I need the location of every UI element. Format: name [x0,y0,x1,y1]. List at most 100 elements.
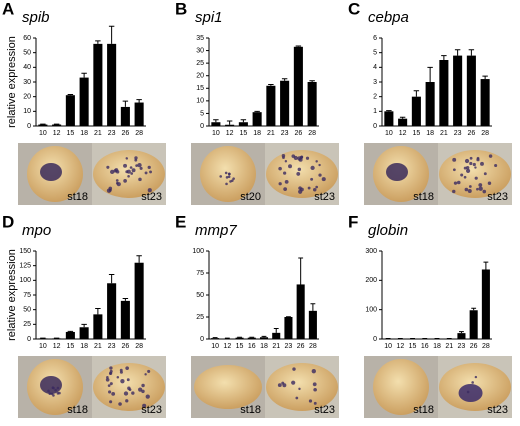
error-bar [459,331,464,334]
stain-dot [105,377,110,382]
y-tick-label: 30 [23,79,31,86]
stain-dot [114,168,119,172]
x-tick-label: 21 [272,343,280,350]
error-bar [413,90,420,97]
stain-dot [138,177,142,182]
stain-dot [123,179,127,183]
stain-dot [107,384,111,387]
stain-dot [488,154,493,158]
stain-dot [315,160,318,163]
stain-dot [109,369,113,373]
stain-dot [305,156,310,160]
stain-dot [111,391,116,396]
stain-dot [476,158,480,162]
y-tick-label: 300 [365,248,377,255]
stage-label: st23 [314,404,335,416]
stain-dot [51,386,55,389]
stain-dot [109,372,112,375]
y-tick-label: 25 [196,60,204,67]
stain-dot [131,168,136,173]
stain-dot [137,162,142,168]
x-tick-label: 12 [223,343,231,350]
stain-dot [312,382,317,387]
x-tick-label: 23 [285,343,293,350]
error-bar [108,25,115,44]
stain-dot [494,163,498,168]
panel-letter: A [2,0,14,18]
stain-dot [127,386,131,390]
stain-dot [141,383,145,388]
x-tick-label: 12 [399,130,407,137]
stain-dot [144,373,147,376]
stain-dot [228,172,231,176]
y-tick-label: 25 [196,314,204,321]
stain-dot [284,179,289,184]
stain-dot [465,165,470,170]
stain-dot [125,157,129,160]
x-tick-label: 28 [482,343,490,350]
gene-title: spib [22,9,50,26]
bar [481,269,490,339]
y-tick-label: 75 [23,292,31,299]
stain-dot [52,394,55,397]
stain-dot [283,171,287,175]
stain-dot [297,167,302,172]
stain-dot [311,369,316,374]
y-tick-label: 40 [23,64,31,71]
y-tick-label: 50 [196,292,204,299]
stain [40,163,62,181]
stage-label: st18 [67,404,88,416]
stage-label: st23 [141,191,162,203]
stain-dot [225,182,228,186]
stain-dot [292,367,296,371]
error-bar [268,84,274,86]
x-tick-label: 18 [253,130,261,137]
stain-dot [318,173,322,177]
stain-dot [147,165,151,169]
error-bar [108,273,115,284]
error-bar [399,116,406,119]
stain-dot [130,172,134,175]
x-tick-label: 10 [211,343,219,350]
y-tick-label: 0 [200,123,204,130]
error-bar [213,119,219,123]
x-tick-label: 21 [94,130,102,137]
bar [307,82,317,126]
stain-dot [227,175,231,178]
stain-dot [310,177,314,181]
stain-dot [278,182,282,186]
stain-dot [313,401,317,405]
x-tick-label: 28 [309,343,317,350]
stain-dot [474,375,478,379]
stain-dot [308,399,313,403]
stain-dot [125,170,129,174]
stain-dot [48,392,52,396]
x-tick-label: 16 [421,343,429,350]
stain-dot [471,381,474,384]
x-tick-label: 26 [121,343,129,350]
y-tick-label: 0 [27,336,31,343]
bar [272,332,281,339]
stain-dot [123,163,128,168]
stain-dot [118,402,122,406]
bar [308,310,317,339]
stain-dot [282,156,285,159]
stain-dot [142,403,147,408]
error-bar [240,119,247,123]
stain-dot [452,189,456,194]
bar [120,300,130,339]
bar [107,43,117,126]
bar [120,106,130,126]
x-tick-label: 28 [481,130,489,137]
panel-letter: D [2,212,14,231]
y-tick-label: 125 [19,263,31,270]
stain-dot [126,378,130,382]
bar [134,102,144,126]
bar [280,80,290,126]
bar [107,283,117,339]
stain-dot [47,389,50,393]
bar [65,95,75,126]
x-tick-label: 18 [80,343,88,350]
y-tick-label: 100 [365,307,377,314]
